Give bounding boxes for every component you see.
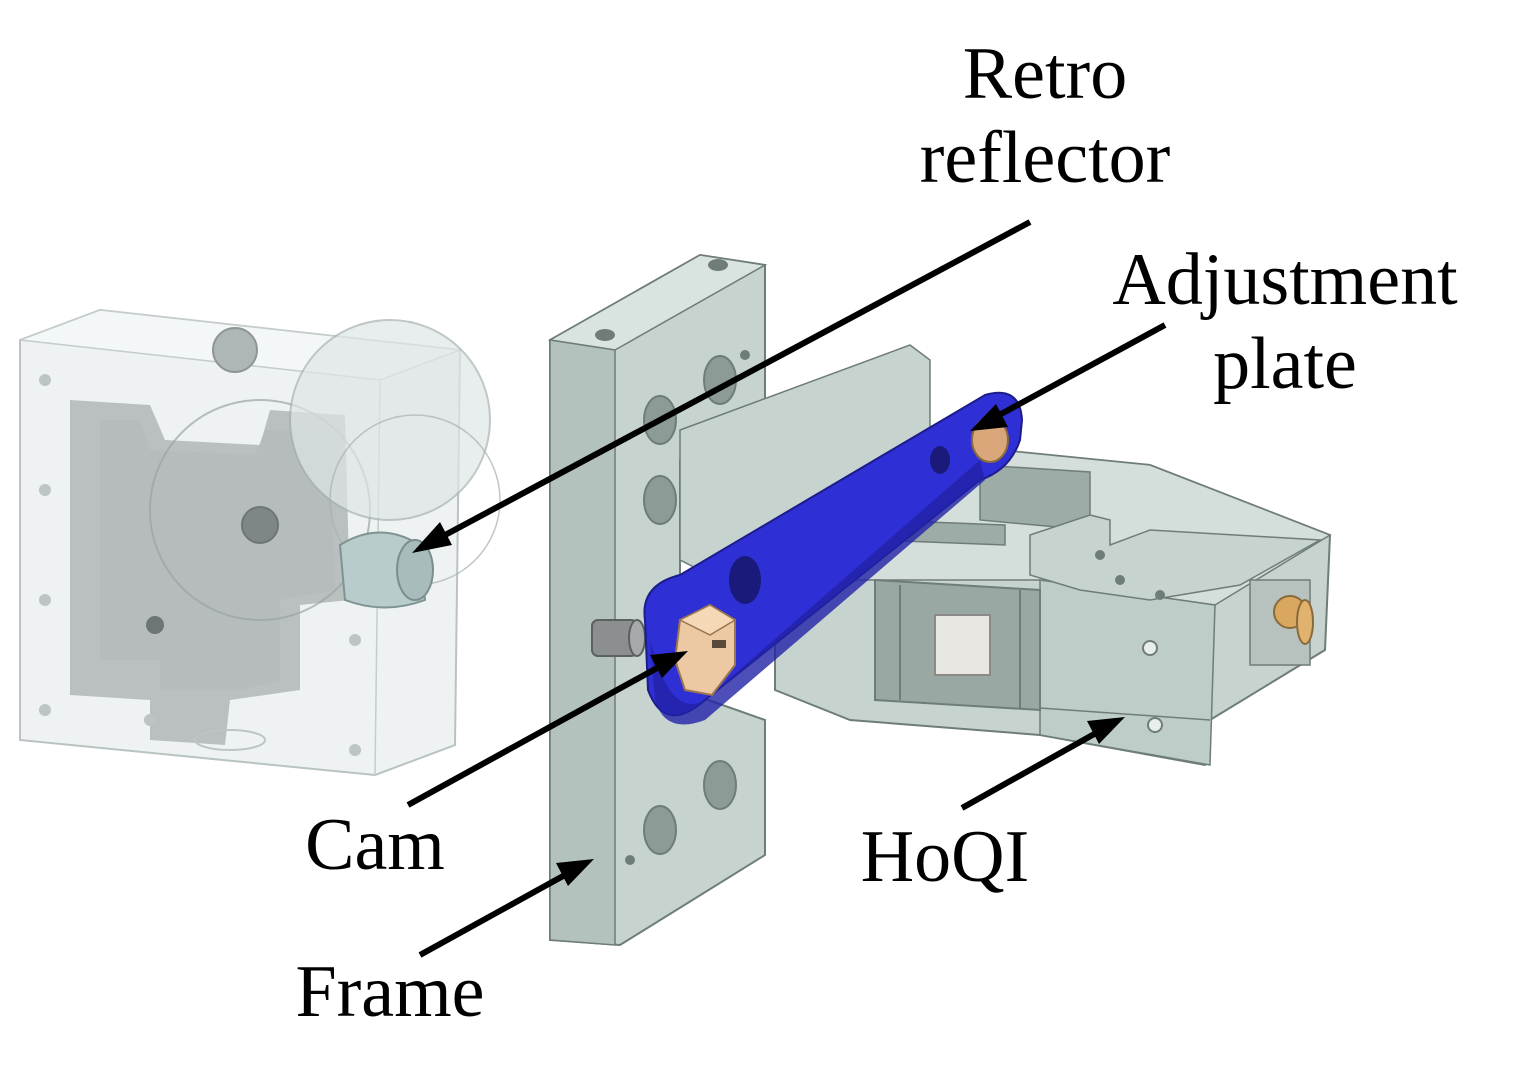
- adjustment-plate: [643, 391, 1024, 725]
- cam-label: Cam: [305, 804, 445, 886]
- cam: [673, 603, 737, 697]
- transparent-housing: [19, 308, 501, 777]
- hoqi-arrow: [960, 717, 1125, 811]
- retro-label-line2: reflector: [919, 117, 1171, 199]
- retro-reflector-arrow: [412, 219, 1032, 553]
- callout-arrows: [406, 219, 1167, 958]
- frame-arrow: [418, 859, 594, 958]
- adjustment-label-line1: Adjustment: [1112, 239, 1458, 321]
- adjustment-plate-arrow: [970, 322, 1167, 431]
- adjustment-plate-label: Adjustment plate: [1105, 238, 1465, 406]
- retro-label-line1: Retro: [962, 33, 1128, 115]
- hoqi-label: HoQI: [860, 816, 1030, 898]
- retro-reflector-label: Retro reflector: [900, 32, 1190, 200]
- adjustment-label-line2: plate: [1213, 323, 1357, 405]
- cam-arrow: [406, 651, 688, 808]
- frame-label: Frame: [295, 951, 485, 1033]
